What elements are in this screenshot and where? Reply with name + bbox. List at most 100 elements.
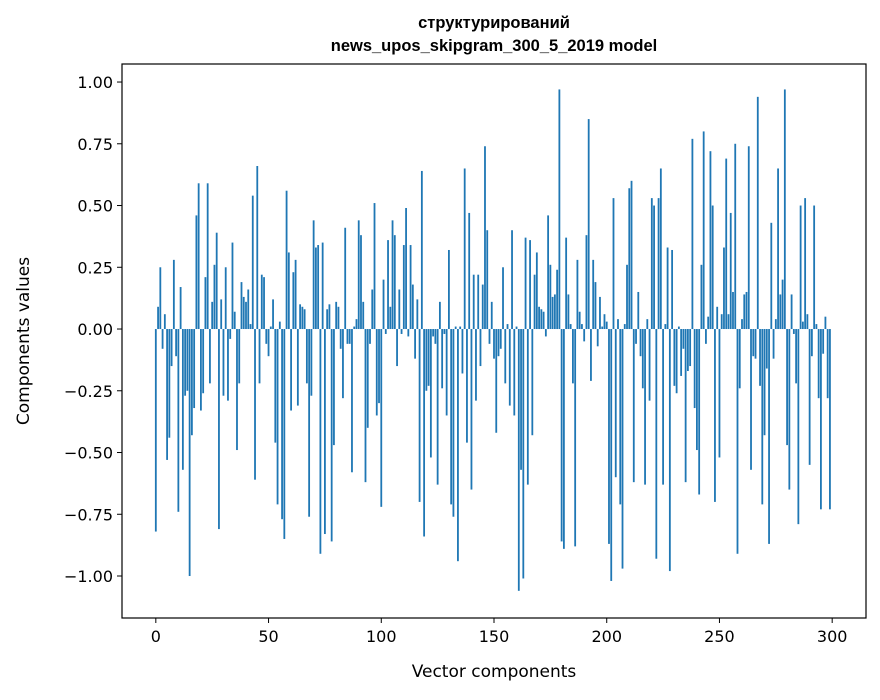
bar-255 <box>729 212 732 330</box>
bar-228 <box>668 329 671 572</box>
bar-296 <box>822 329 825 354</box>
bar-266 <box>754 329 757 359</box>
bar-121 <box>427 329 430 386</box>
bar-242 <box>700 264 703 330</box>
bar-240 <box>696 329 698 451</box>
bar-44 <box>254 329 256 480</box>
bar-58 <box>285 190 288 330</box>
bar-32 <box>227 329 229 401</box>
bar-251 <box>720 314 723 330</box>
bar-158 <box>511 230 513 330</box>
y-tick-label: 0.00 <box>77 320 113 339</box>
bar-124 <box>434 329 437 344</box>
bar-103 <box>387 240 389 330</box>
bar-19 <box>197 183 200 330</box>
bar-260 <box>741 319 743 330</box>
bar-162 <box>520 329 522 470</box>
bar-72 <box>317 245 320 330</box>
bar-196 <box>596 329 599 347</box>
bar-187 <box>576 259 579 330</box>
bar-38 <box>240 282 243 330</box>
bar-14 <box>186 329 189 391</box>
bar-189 <box>581 324 583 330</box>
bar-244 <box>705 329 707 344</box>
bar-13 <box>184 329 187 396</box>
bar-43 <box>251 195 254 330</box>
bar-29 <box>220 299 223 330</box>
bar-109 <box>400 329 403 334</box>
bar-74 <box>321 242 324 330</box>
bar-259 <box>738 329 741 389</box>
x-axis-ticks: 0 50 100 150 200 250 300 <box>151 618 847 646</box>
bar-119 <box>423 329 426 537</box>
bar-136 <box>461 329 464 374</box>
bar-175 <box>549 264 552 330</box>
bar-30 <box>222 329 225 396</box>
bar-279 <box>783 89 786 330</box>
bar-11 <box>179 287 182 330</box>
bar-276 <box>777 168 779 330</box>
bar-190 <box>583 329 586 342</box>
bar-2 <box>159 267 162 330</box>
bar-16 <box>190 329 193 436</box>
bar-235 <box>684 329 687 483</box>
bar-137 <box>463 168 466 330</box>
bar-78 <box>330 329 333 542</box>
bar-286 <box>799 205 802 330</box>
bar-209 <box>626 264 628 330</box>
bar-49 <box>265 329 268 344</box>
bar-200 <box>605 321 608 330</box>
bar-280 <box>786 329 788 446</box>
bar-293 <box>815 324 818 330</box>
bar-205 <box>617 319 619 330</box>
bar-64 <box>299 304 302 330</box>
bar-174 <box>547 215 550 330</box>
bar-229 <box>671 249 674 330</box>
bar-125 <box>436 329 439 485</box>
bar-1 <box>157 306 159 330</box>
bar-135 <box>459 326 462 330</box>
bar-144 <box>479 329 482 367</box>
bar-275 <box>774 319 777 330</box>
bar-185 <box>572 329 574 384</box>
bar-179 <box>558 89 561 330</box>
bar-298 <box>826 329 829 399</box>
bar-50 <box>267 329 270 357</box>
bar-297 <box>824 316 827 330</box>
bar-76 <box>326 309 329 330</box>
bar-126 <box>438 301 441 330</box>
bar-192 <box>587 119 590 330</box>
bar-219 <box>648 329 651 401</box>
bar-68 <box>308 329 311 517</box>
bar-289 <box>806 314 809 330</box>
bar-120 <box>425 329 428 391</box>
bar-225 <box>662 329 664 485</box>
bar-171 <box>540 309 543 330</box>
bar-94 <box>366 329 369 428</box>
bar-238 <box>691 138 694 330</box>
bar-264 <box>750 329 752 470</box>
bar-145 <box>481 284 484 330</box>
bar-212 <box>632 329 635 483</box>
bar-147 <box>486 230 489 330</box>
bar-66 <box>303 309 306 330</box>
bar-176 <box>551 296 554 330</box>
bar-183 <box>567 294 570 330</box>
bar-258 <box>736 329 739 554</box>
bar-27 <box>215 232 218 330</box>
bar-131 <box>450 329 453 505</box>
bar-160 <box>515 326 518 330</box>
bar-294 <box>817 329 820 399</box>
bar-149 <box>490 301 493 330</box>
bar-86 <box>348 329 351 344</box>
bar-112 <box>407 329 410 337</box>
bar-88 <box>353 326 356 330</box>
bar-152 <box>497 329 500 357</box>
bar-222 <box>655 329 658 559</box>
bar-213 <box>635 329 637 344</box>
bar-299 <box>829 329 831 510</box>
bar-168 <box>533 274 536 330</box>
bar-253 <box>725 158 728 330</box>
bar-283 <box>792 329 795 334</box>
bar-132 <box>452 329 455 517</box>
